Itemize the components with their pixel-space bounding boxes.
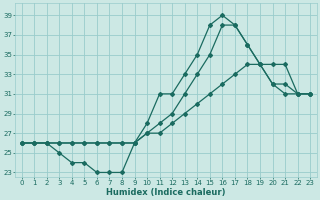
X-axis label: Humidex (Indice chaleur): Humidex (Indice chaleur) — [106, 188, 226, 197]
